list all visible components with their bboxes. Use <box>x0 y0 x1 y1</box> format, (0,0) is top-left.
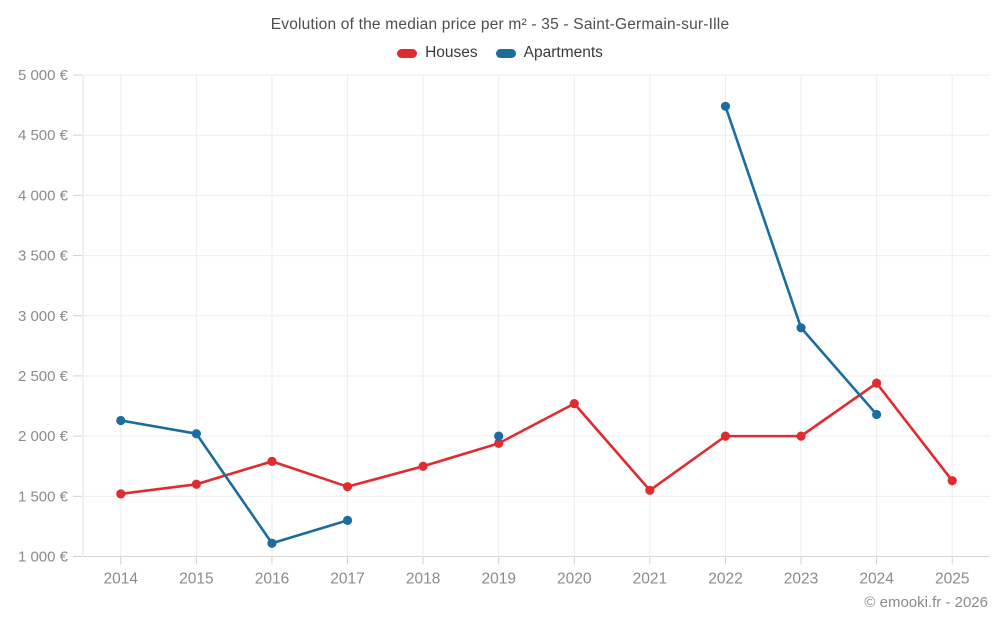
data-point-apartments-2016[interactable] <box>267 538 277 548</box>
y-tick-label: 4 000 € <box>18 187 69 204</box>
data-point-houses-2021[interactable] <box>645 485 655 495</box>
apartments-swatch-icon <box>495 48 516 58</box>
x-tick-label: 2025 <box>935 571 969 588</box>
x-tick-label: 2014 <box>104 571 139 588</box>
legend: Houses Apartments <box>0 44 1000 62</box>
data-point-houses-2014[interactable] <box>116 489 126 499</box>
y-tick-label: 2 000 € <box>18 428 69 445</box>
y-tick-label: 4 500 € <box>18 127 69 144</box>
x-tick-label: 2019 <box>481 571 515 588</box>
x-tick-label: 2017 <box>330 571 364 588</box>
series-line-houses <box>119 381 954 496</box>
data-point-houses-2020[interactable] <box>569 399 579 409</box>
y-tick-label: 1 000 € <box>18 549 69 566</box>
x-tick-label: 2015 <box>179 571 213 588</box>
data-point-apartments-2019[interactable] <box>494 431 504 441</box>
data-point-apartments-2023[interactable] <box>796 323 806 333</box>
data-point-houses-2017[interactable] <box>342 482 353 492</box>
x-tick-label: 2021 <box>633 571 667 588</box>
data-point-houses-2022[interactable] <box>720 431 731 441</box>
data-point-houses-2016[interactable] <box>267 456 277 467</box>
chart-title: Evolution of the median price per m² - 3… <box>270 16 730 33</box>
y-tick-label: 1 500 € <box>18 488 69 505</box>
y-tick-label: 3 000 € <box>18 308 69 325</box>
data-point-houses-2023[interactable] <box>796 431 806 441</box>
data-point-apartments-2017[interactable] <box>342 515 353 525</box>
data-point-apartments-2014[interactable] <box>116 415 126 426</box>
data-point-houses-2015[interactable] <box>191 479 201 489</box>
y-tick-label: 5 000 € <box>18 67 69 84</box>
legend-item-houses[interactable]: Houses <box>397 44 478 62</box>
data-point-houses-2019[interactable] <box>494 438 504 448</box>
data-point-apartments-2015[interactable] <box>191 429 201 439</box>
data-point-houses-2018[interactable] <box>418 461 428 471</box>
data-point-apartments-2022[interactable] <box>720 101 731 111</box>
data-point-apartments-2024[interactable] <box>872 409 882 420</box>
series-line-apartments <box>119 419 349 545</box>
legend-label-houses: Houses <box>425 44 478 61</box>
x-tick-label: 2024 <box>859 571 894 588</box>
x-tick-label: 2022 <box>708 571 742 588</box>
data-point-houses-2024[interactable] <box>872 378 882 388</box>
x-tick-label: 2016 <box>255 571 289 588</box>
x-tick-label: 2020 <box>557 571 592 588</box>
x-tick-label: 2023 <box>784 571 818 588</box>
copyright-credit: © emooki.fr - 2026 <box>864 594 988 611</box>
y-tick-label: 3 500 € <box>18 248 69 265</box>
legend-item-apartments[interactable]: Apartments <box>495 44 603 62</box>
data-point-houses-2025[interactable] <box>947 476 957 486</box>
y-tick-label: 2 500 € <box>18 368 69 385</box>
legend-label-apartments: Apartments <box>523 44 603 61</box>
houses-swatch-icon <box>397 48 418 58</box>
x-tick-label: 2018 <box>406 571 440 588</box>
